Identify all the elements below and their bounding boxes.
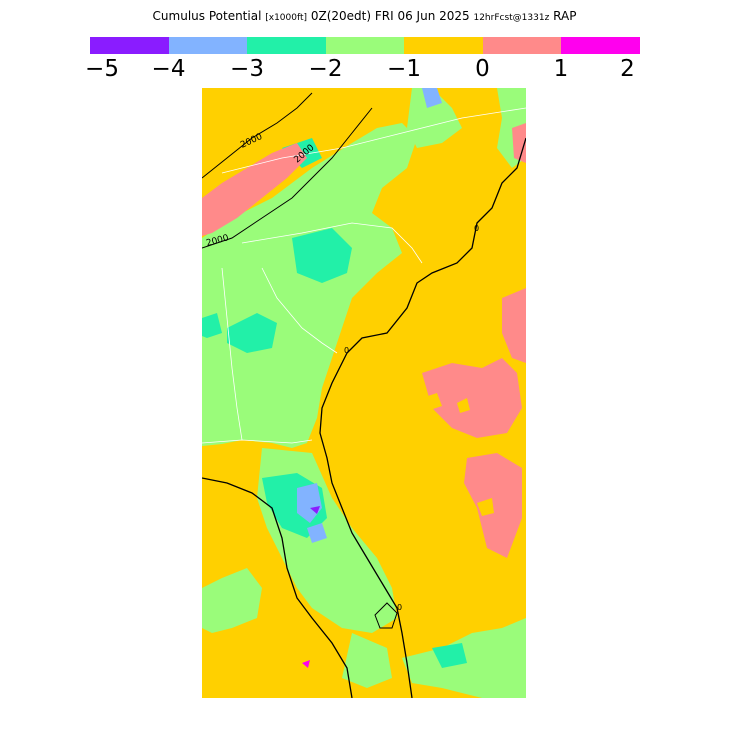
yellow-hole-3 — [477, 498, 494, 516]
green-region-north — [407, 88, 462, 148]
gulf-coastline — [202, 477, 353, 698]
pink-region-ocean-2 — [502, 288, 526, 363]
pink-region-ocean-1 — [422, 358, 522, 438]
legend-label-4: −1 — [387, 56, 421, 82]
legend-swatch-4 — [404, 37, 483, 54]
magenta-spot — [302, 660, 310, 668]
legend-label-1: −4 — [151, 56, 186, 82]
coastline — [319, 137, 526, 698]
title-valid: 0Z(20edt) FRI 06 Jun 2025 — [310, 9, 470, 23]
legend-swatch-5 — [482, 37, 561, 54]
contour-2000-a — [202, 107, 373, 249]
legend-label-7: 2 — [620, 56, 635, 82]
state-line-4 — [202, 439, 313, 444]
legend-label-2: −3 — [230, 56, 264, 82]
legend-swatch-1 — [168, 37, 247, 54]
legend-swatch-2 — [247, 37, 326, 54]
title-model: RAP — [553, 9, 577, 23]
blue-patch-1 — [297, 483, 322, 523]
contour-2000-b — [202, 92, 313, 179]
legend-label-6: 1 — [553, 56, 569, 82]
state-line-1 — [221, 107, 526, 174]
blue-patch-2 — [307, 523, 327, 543]
teal-patch-5 — [432, 643, 467, 668]
contour-0-a — [374, 602, 398, 629]
green-region-inland — [202, 123, 417, 448]
contour-label: 0 — [397, 603, 402, 612]
legend-label-0: −5 — [85, 56, 119, 82]
legend-labels: −5 −4 −3 −2 −1 0 1 2 — [0, 58, 729, 86]
map-title: Cumulus Potential [x1000ft] 0Z(20edt) FR… — [0, 9, 729, 23]
color-legend — [90, 37, 640, 54]
cumulus-map: 2000 2000 2000 0 0 0 — [202, 88, 526, 698]
contour-label: 0 — [474, 224, 479, 233]
state-line-5 — [221, 267, 243, 441]
state-line-3 — [261, 267, 338, 354]
state-line-2 — [241, 222, 423, 264]
title-forecast: 12hrFcst@1331z — [473, 13, 550, 23]
legend-label-5: 0 — [475, 56, 490, 82]
green-region-gulf — [202, 568, 262, 633]
contour-label: 0 — [344, 346, 349, 355]
legend-swatch-0 — [90, 37, 169, 54]
teal-patch-1 — [292, 228, 352, 283]
pink-region-mountains — [202, 143, 307, 236]
legend-label-3: −2 — [308, 56, 343, 82]
blue-patch-3 — [422, 88, 442, 108]
purple-spot — [310, 506, 320, 514]
yellow-hole-1 — [422, 393, 442, 410]
teal-patch-3 — [202, 313, 222, 338]
pink-region-ne — [512, 123, 526, 163]
teal-patch-2 — [227, 313, 277, 353]
green-region-se — [342, 633, 392, 688]
yellow-hole-2 — [457, 398, 470, 413]
legend-swatch-6 — [561, 37, 640, 54]
title-main: Cumulus Potential — [152, 9, 262, 23]
title-units: [x1000ft] — [265, 13, 308, 23]
legend-swatch-3 — [325, 37, 404, 54]
